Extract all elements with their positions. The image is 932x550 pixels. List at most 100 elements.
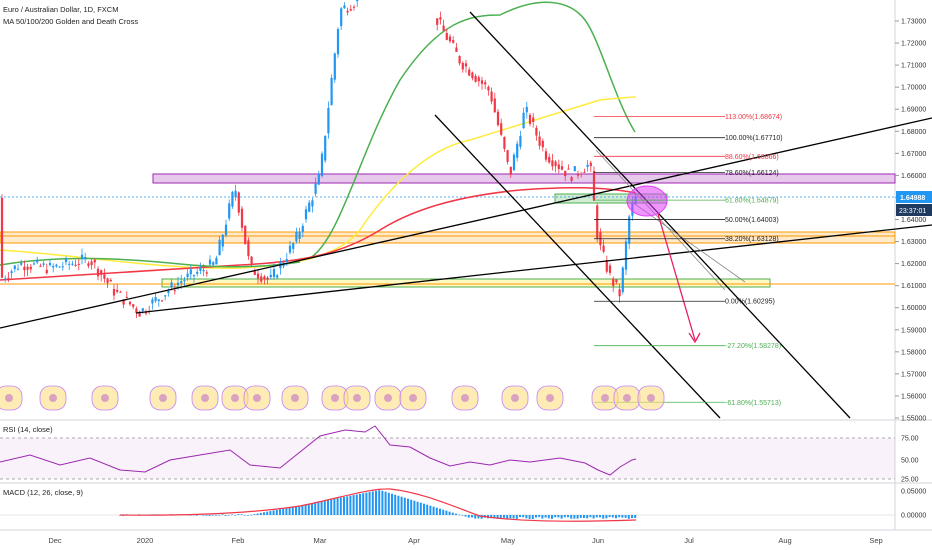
macd-histogram-bar bbox=[631, 515, 633, 519]
candle-body bbox=[144, 312, 148, 314]
candle-body bbox=[199, 267, 202, 271]
macd-histogram-bar bbox=[285, 508, 288, 515]
macd-title: MACD (12, 26, close, 9) bbox=[3, 488, 84, 497]
price-tick-label: 1.62000 bbox=[901, 261, 926, 268]
macd-histogram-bar bbox=[333, 498, 336, 515]
candle-body bbox=[272, 269, 276, 278]
macd-histogram-bar bbox=[323, 500, 326, 515]
macd-pane bbox=[0, 488, 895, 522]
candle-body bbox=[298, 231, 301, 239]
macd-histogram-bar bbox=[259, 512, 262, 515]
candle-body bbox=[154, 297, 157, 302]
macd-histogram-bar bbox=[544, 515, 547, 518]
macd-histogram-bar bbox=[634, 515, 637, 519]
lower-trendline[interactable] bbox=[135, 224, 932, 314]
macd-histogram-bar bbox=[467, 515, 470, 518]
candle-body bbox=[615, 279, 618, 283]
candle-body bbox=[48, 262, 52, 266]
candle-body bbox=[52, 265, 55, 268]
macd-histogram-bar bbox=[413, 500, 416, 515]
time-tick-label: Apr bbox=[408, 536, 420, 545]
candle-body bbox=[202, 270, 205, 272]
candle-body bbox=[106, 278, 109, 283]
candle-body bbox=[461, 62, 464, 70]
support-zone-orange[interactable] bbox=[0, 231, 896, 244]
rsi-tick-label: 25.00 bbox=[901, 477, 919, 484]
macd-histogram-bar bbox=[455, 513, 457, 515]
candle-body bbox=[36, 259, 39, 263]
candle-body bbox=[320, 153, 324, 176]
candle-body bbox=[96, 268, 100, 277]
pattern-marker-dot bbox=[623, 394, 631, 402]
candle-body bbox=[618, 289, 621, 297]
candle-body bbox=[516, 143, 519, 158]
price-tick-label: 1.61000 bbox=[901, 283, 926, 290]
candle-body bbox=[173, 290, 176, 292]
candle-body bbox=[503, 137, 506, 149]
macd-histogram-bar bbox=[275, 509, 278, 515]
macd-histogram-bar bbox=[557, 515, 560, 518]
candle-body bbox=[496, 111, 500, 126]
pattern-marker-dot bbox=[409, 394, 417, 402]
rsi-tick-label: 50.00 bbox=[901, 458, 919, 465]
resistance-zone-purple[interactable] bbox=[152, 173, 896, 184]
macd-histogram-bar bbox=[480, 515, 483, 519]
macd-histogram-bar bbox=[215, 515, 217, 516]
support-zone-green[interactable] bbox=[161, 278, 771, 288]
candle-body bbox=[605, 260, 608, 272]
fib-level-label: 38.20%(1.63128) bbox=[725, 236, 779, 243]
highlight-circle[interactable] bbox=[626, 185, 668, 217]
candle-body bbox=[176, 282, 180, 286]
candle-body bbox=[592, 170, 596, 201]
candle-body bbox=[87, 263, 90, 266]
symbol-title: Euro / Australian Dollar, 1D, FXCM bbox=[3, 5, 118, 14]
rising-trendline[interactable] bbox=[0, 117, 932, 329]
candle-body bbox=[500, 123, 503, 135]
candle-body bbox=[224, 224, 228, 236]
macd-histogram-bar bbox=[311, 503, 313, 515]
time-tick-label: Mar bbox=[314, 536, 327, 545]
time-tick-label: Dec bbox=[48, 536, 62, 545]
macd-histogram-bar bbox=[352, 495, 355, 515]
candle-body bbox=[93, 259, 96, 263]
candle-body bbox=[234, 190, 237, 198]
macd-histogram-bar bbox=[573, 515, 576, 519]
candle-body bbox=[237, 192, 240, 213]
candle-body bbox=[442, 25, 445, 31]
fibonacci-extension[interactable]: 113.00%(1.68674) 100.00%(1.67710) 88.60%(1… bbox=[594, 114, 783, 407]
pattern-marker-dot bbox=[511, 394, 519, 402]
macd-histogram-bar bbox=[528, 515, 531, 519]
trendline-drawings[interactable] bbox=[0, 11, 932, 419]
candle-body bbox=[122, 299, 125, 305]
channel-upper[interactable] bbox=[469, 11, 851, 419]
candle-body bbox=[116, 289, 119, 292]
macd-histogram-bar bbox=[615, 515, 617, 519]
macd-histogram-bar bbox=[439, 508, 441, 515]
macd-histogram-bar bbox=[391, 493, 393, 515]
macd-histogram-bar bbox=[266, 511, 269, 515]
candle-body bbox=[256, 273, 260, 279]
macd-histogram-bar bbox=[426, 504, 429, 515]
price-tick-label: 1.70000 bbox=[901, 85, 926, 92]
time-tick-label: 2020 bbox=[137, 536, 154, 545]
candle-body bbox=[244, 225, 247, 245]
moving-averages bbox=[0, 1, 637, 281]
macd-histogram-bar bbox=[509, 515, 512, 519]
macd-tick-label: 0.00000 bbox=[901, 513, 926, 520]
channel-lower[interactable] bbox=[434, 114, 721, 419]
macd-histogram-bar bbox=[554, 515, 557, 518]
pattern-marker-dot bbox=[461, 394, 469, 402]
macd-histogram-bar bbox=[378, 490, 381, 515]
candle-body bbox=[205, 272, 208, 274]
macd-histogram-bar bbox=[419, 502, 422, 515]
candle-body bbox=[84, 256, 87, 260]
macd-histogram-bar bbox=[384, 491, 387, 515]
macd-histogram-bar bbox=[464, 515, 467, 517]
projection-arrow[interactable] bbox=[657, 213, 696, 341]
macd-histogram-bar bbox=[403, 497, 406, 515]
countdown-badge bbox=[896, 204, 932, 216]
candle-body bbox=[317, 173, 320, 185]
candle-body bbox=[346, 10, 349, 13]
pattern-marker-dot bbox=[546, 394, 554, 402]
